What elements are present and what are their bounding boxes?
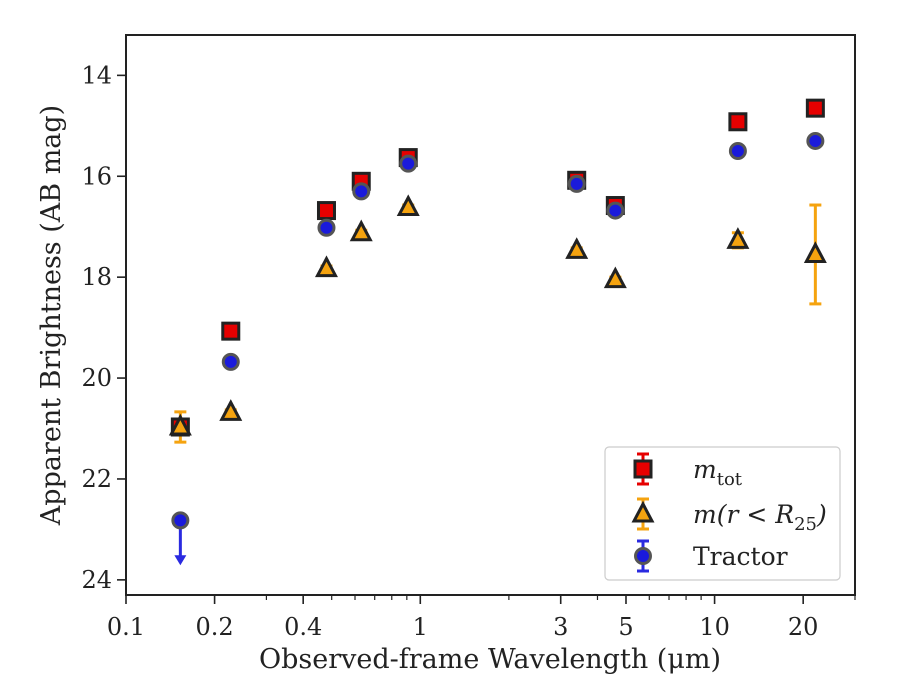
mtot-point bbox=[805, 98, 825, 118]
major-ticks bbox=[117, 74, 804, 604]
mtot-point bbox=[728, 112, 748, 132]
mr25-point bbox=[603, 266, 627, 289]
tractor-point bbox=[171, 511, 190, 530]
tractor-point bbox=[806, 131, 825, 150]
mr25-point bbox=[219, 399, 243, 421]
y-tick-label: 22 bbox=[81, 465, 112, 493]
tractor-point bbox=[606, 201, 625, 220]
x-tick-label: 3 bbox=[553, 613, 568, 641]
tractor-limit-arrow bbox=[174, 555, 187, 566]
y-tick-labels: 14 16 18 20 22 24 bbox=[81, 61, 112, 594]
y-tick-label: 24 bbox=[81, 566, 112, 594]
legend-box bbox=[604, 446, 841, 581]
legend-mtot-marker bbox=[633, 459, 653, 479]
x-tick-label: 20 bbox=[788, 613, 819, 641]
mtot-point bbox=[221, 321, 241, 341]
tractor-point bbox=[567, 174, 586, 193]
x-tick-label: 0.4 bbox=[284, 613, 322, 641]
x-tick-label: 0.2 bbox=[196, 613, 234, 641]
y-axis-label: Apparent Brightness (AB mag) bbox=[36, 105, 67, 526]
mr25-point bbox=[726, 227, 750, 249]
x-tick-labels: 0.1 0.2 0.4 1 3 5 10 20 bbox=[107, 613, 819, 641]
y-tick-label: 18 bbox=[81, 263, 112, 291]
x-tick-label: 0.1 bbox=[107, 613, 145, 641]
mr25-point bbox=[565, 237, 589, 259]
x-tick-label: 5 bbox=[618, 613, 633, 641]
mtot-point bbox=[316, 201, 336, 221]
mr25-point bbox=[396, 194, 420, 217]
markers bbox=[168, 98, 827, 530]
legend-mr25-marker bbox=[631, 500, 655, 523]
legend-tractor-label: Tractor bbox=[693, 542, 788, 571]
tractor-point bbox=[317, 218, 336, 237]
mr25-point bbox=[803, 241, 827, 263]
legend-mtot-label: mtot bbox=[693, 455, 743, 490]
y-tick-label: 16 bbox=[81, 162, 112, 190]
plot-frame bbox=[125, 34, 856, 596]
x-tick-label: 1 bbox=[413, 613, 428, 641]
tractor-point bbox=[221, 352, 240, 371]
legend: mtot m(r < R25) Tractor bbox=[604, 446, 841, 581]
mr25-point bbox=[314, 255, 338, 278]
x-tick-label: 10 bbox=[699, 613, 730, 641]
legend-tractor-marker bbox=[634, 547, 652, 565]
y-tick-label: 14 bbox=[81, 61, 112, 89]
legend-mr25-label: m(r < R25) bbox=[693, 500, 827, 535]
tractor-point bbox=[352, 182, 371, 201]
y-tick-label: 20 bbox=[81, 364, 112, 392]
mr25-point bbox=[349, 219, 373, 242]
mr25-point bbox=[168, 413, 192, 436]
tractor-point bbox=[728, 142, 747, 161]
tractor-point bbox=[399, 154, 418, 173]
x-axis-label: Observed-frame Wavelength (μm) bbox=[259, 644, 721, 675]
